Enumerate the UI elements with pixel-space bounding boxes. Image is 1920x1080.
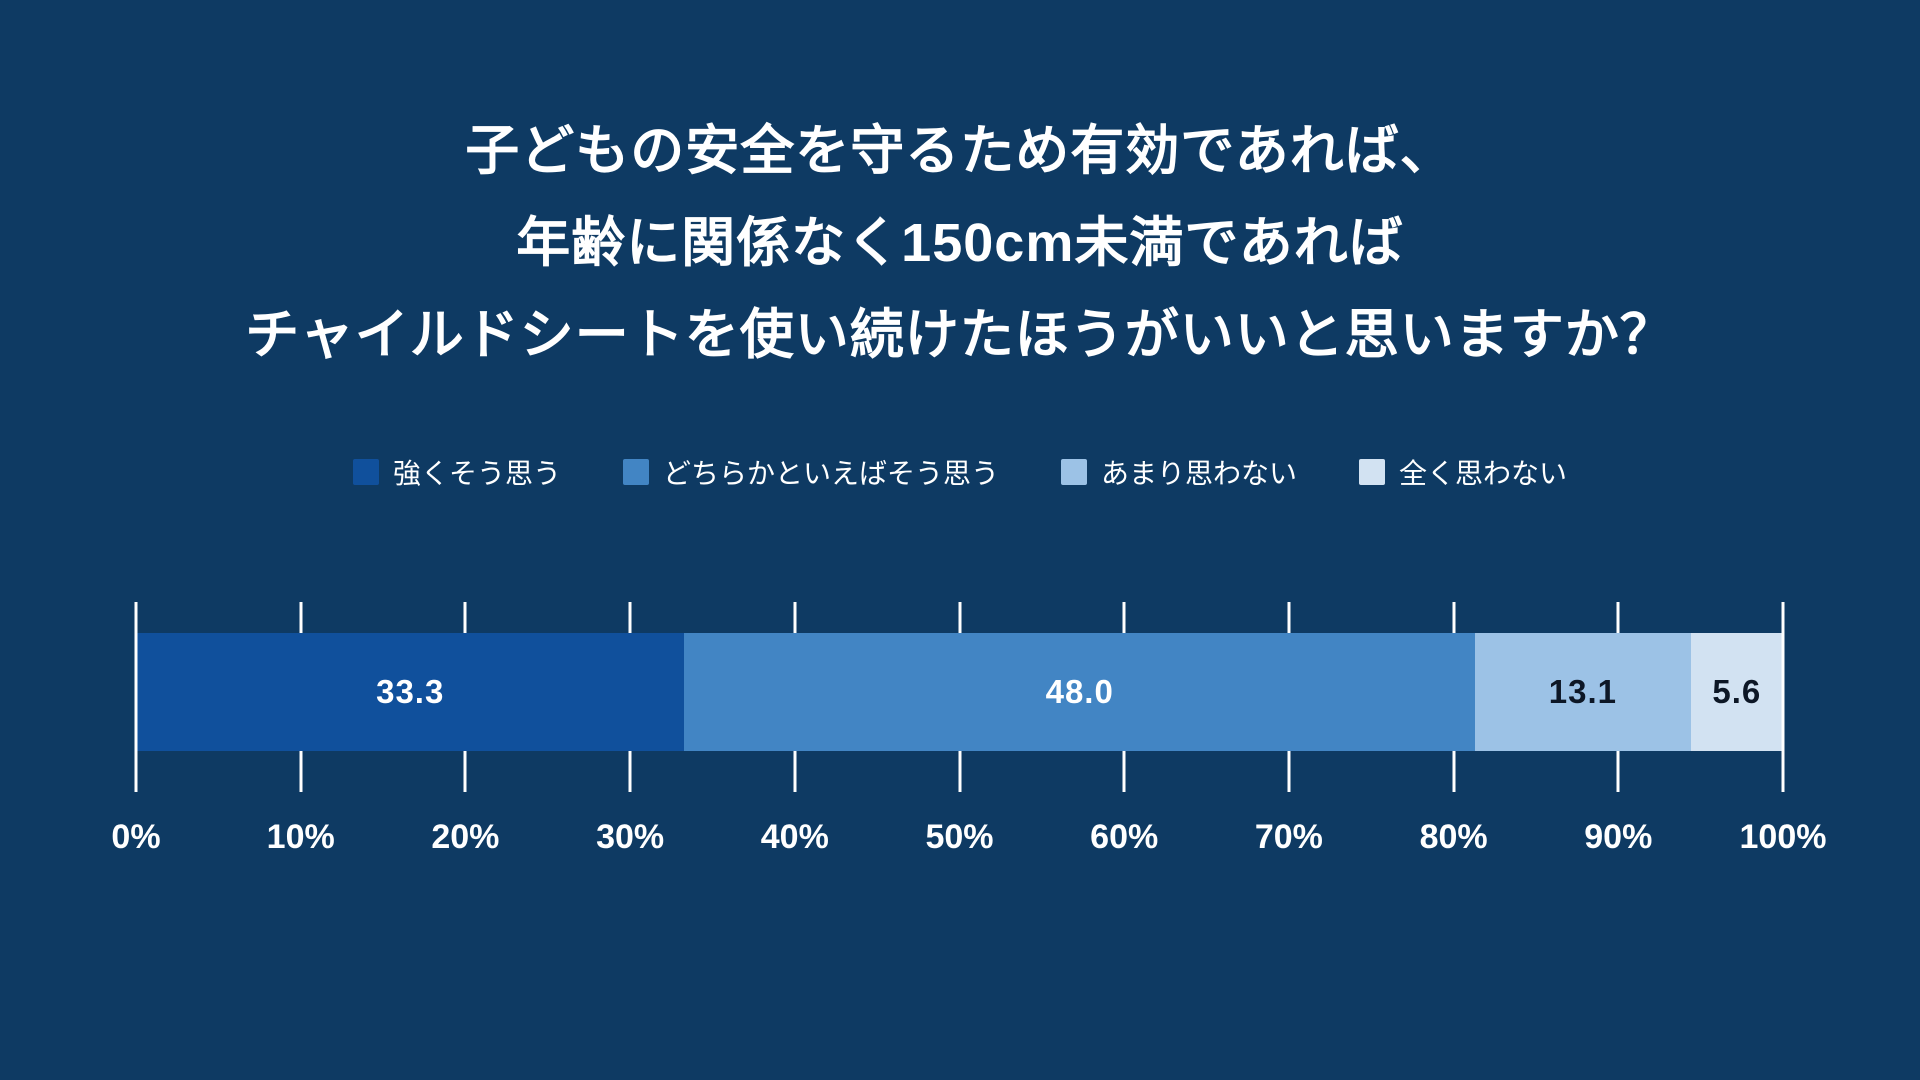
x-axis-label-60%: 60% — [1090, 818, 1159, 856]
chart-legend: 強くそう思う どちらかといえばそう思う あまり思わない 全く思わない — [0, 452, 1920, 492]
legend-label-3: あまり思わない — [1101, 458, 1298, 489]
plot-area: 33.3 48.0 13.1 5.6 — [134, 602, 1785, 792]
chart-title-line-1: 子どもの安全を守るため有効であれば、 — [465, 121, 1455, 181]
bar-value-label-4: 5.6 — [1712, 673, 1762, 710]
x-axis-label-10%: 10% — [266, 818, 335, 856]
x-axis-label-0%: 0% — [111, 818, 161, 856]
legend-swatch-1 — [352, 459, 379, 485]
legend-swatch-4 — [1359, 459, 1386, 485]
chart-title: 子どもの安全を守るため有効であれば、 年齢に関係なく150cm未満であれば チャ… — [0, 106, 1920, 381]
legend-label-4: 全く思わない — [1399, 458, 1568, 489]
bar-value-label-2: 48.0 — [1045, 673, 1114, 710]
legend-item-1: 強くそう思う — [352, 452, 561, 492]
x-axis-label-50%: 50% — [925, 818, 994, 856]
x-axis-label-80%: 80% — [1419, 818, 1488, 856]
legend-swatch-3 — [1061, 459, 1087, 485]
x-axis-labels: 0% 10% 20% 30% 40% 50% 60% 70% 80% 90% 100% — [111, 818, 1826, 862]
x-axis-label-70%: 70% — [1254, 818, 1323, 856]
bar-value-label-1: 33.3 — [376, 673, 445, 710]
legend-item-3: あまり思わない — [1061, 452, 1297, 492]
bar-segment-1: 33.3 — [136, 633, 685, 751]
legend-label-2: どちらかといえばそう思う — [662, 458, 999, 489]
x-axis-label-100%: 100% — [1739, 818, 1827, 856]
bar-value-label-3: 13.1 — [1548, 673, 1617, 710]
axis-tick-0% — [134, 602, 138, 792]
bar-segment-2: 48.0 — [684, 633, 1475, 751]
chart-title-line-3: チャイルドシートを使い続けたほうがいいと思いますか？ — [245, 304, 1675, 365]
legend-swatch-2 — [622, 459, 649, 485]
chart-title-line-2: 年齢に関係なく150cm未満であれば — [516, 212, 1404, 273]
x-axis-label-90%: 90% — [1584, 818, 1653, 856]
legend-item-2: どちらかといえばそう思う — [622, 452, 999, 492]
bar-segment-4: 5.6 — [1690, 633, 1783, 751]
x-axis-label-40%: 40% — [760, 818, 829, 856]
legend-label-1: 強くそう思う — [392, 458, 561, 489]
x-axis-label-30%: 30% — [596, 818, 665, 856]
bar-segment-3: 13.1 — [1474, 633, 1691, 751]
legend-item-4: 全く思わない — [1359, 452, 1567, 492]
stacked-bar: 33.3 48.0 13.1 5.6 — [136, 633, 1783, 751]
axis-tick-100% — [1781, 602, 1785, 792]
x-axis-label-20%: 20% — [431, 818, 500, 856]
